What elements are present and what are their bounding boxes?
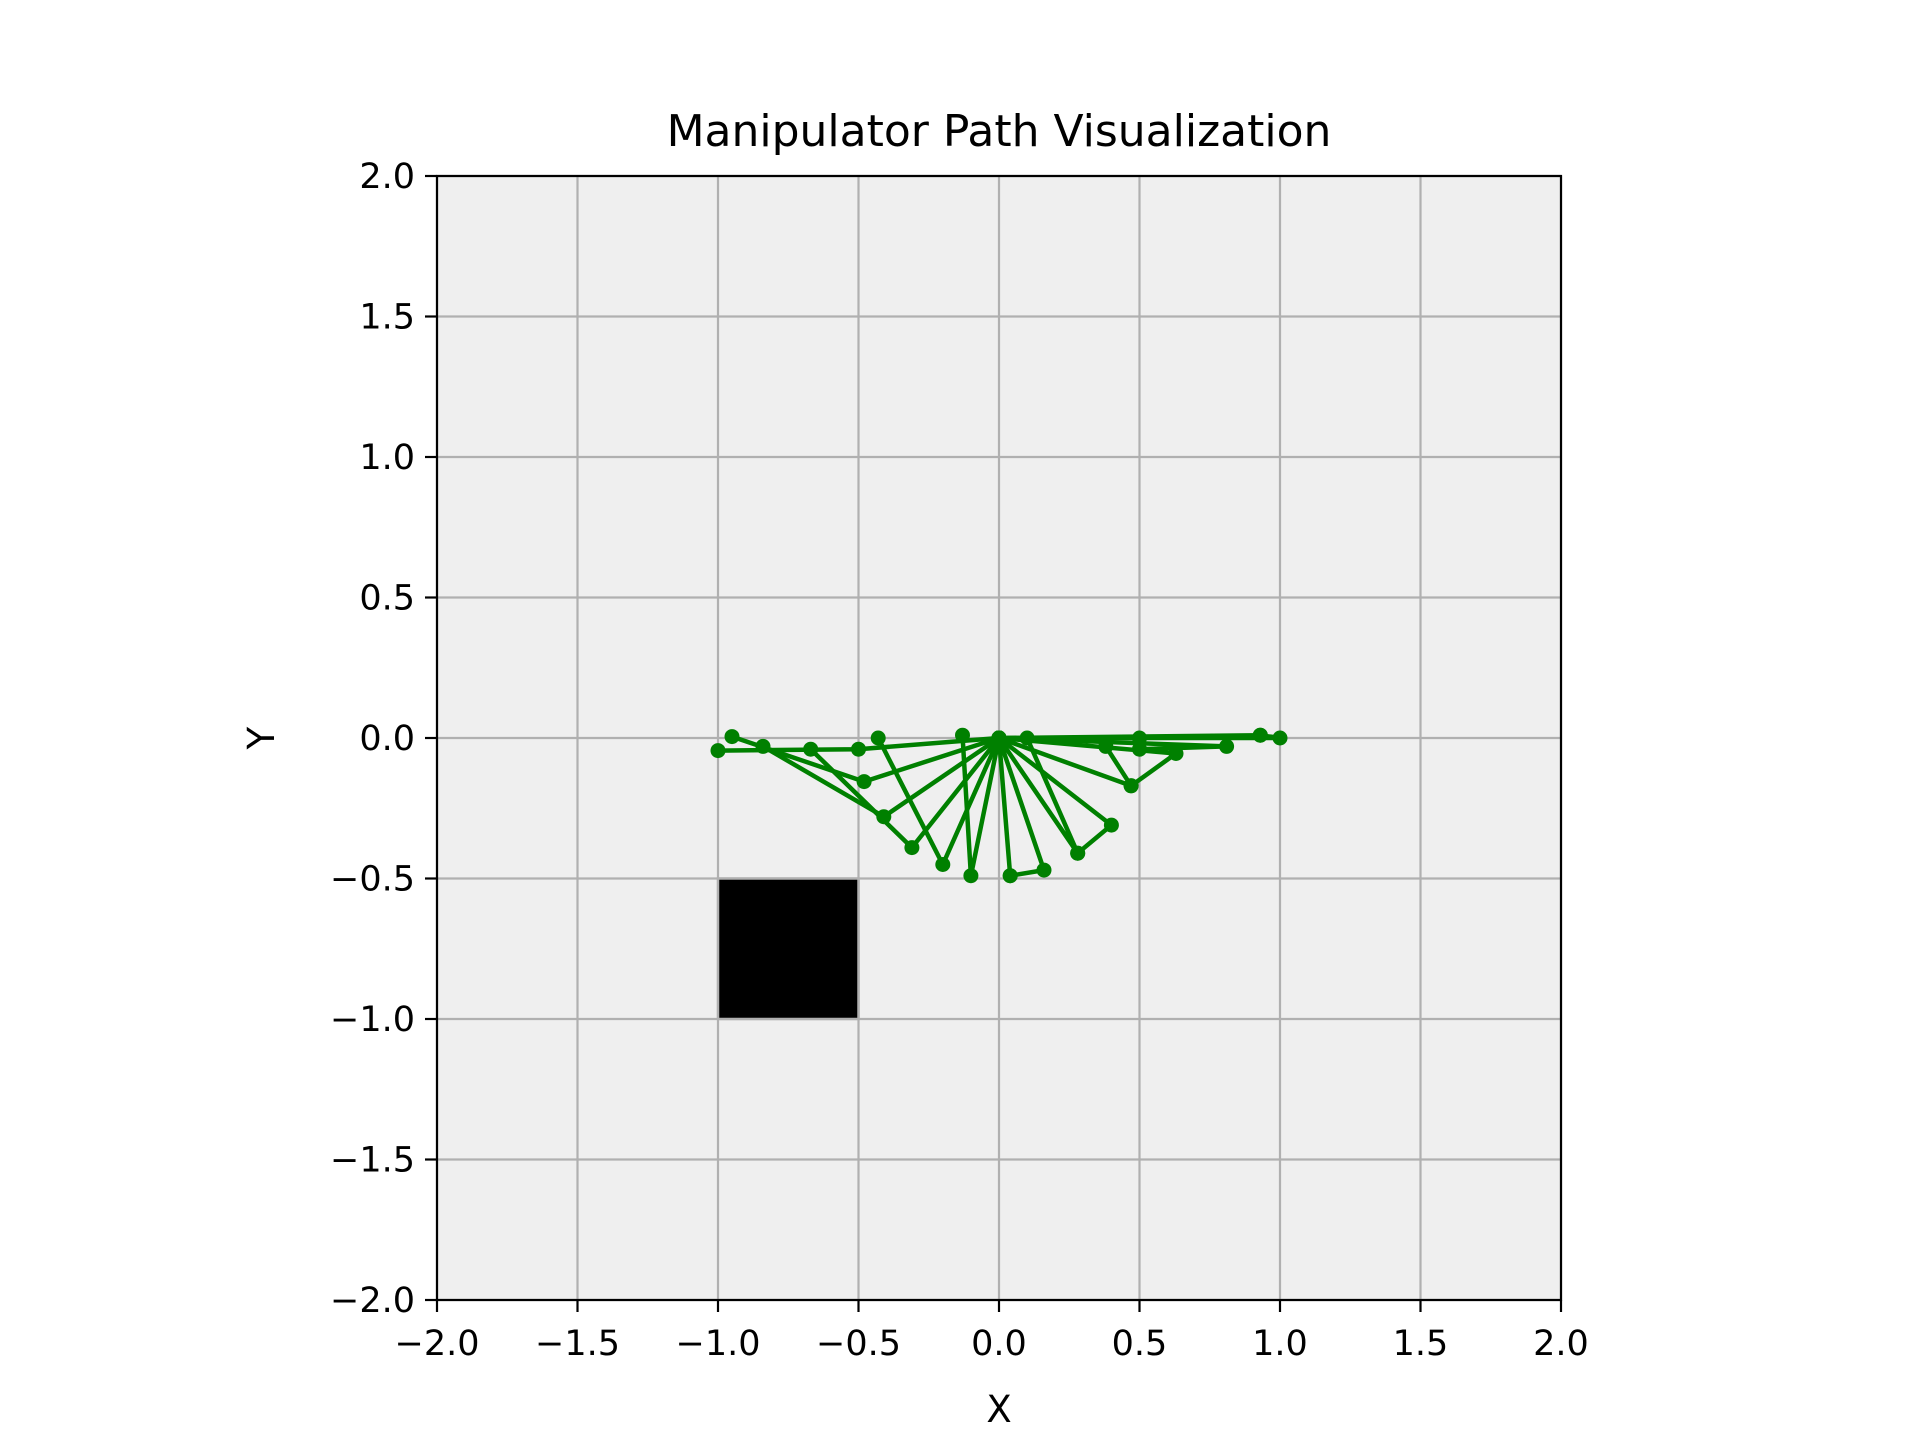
x-tick-label: 1.5 (1393, 1324, 1449, 1364)
x-tick-label: −1.5 (535, 1324, 620, 1364)
joint-point (904, 840, 920, 856)
joint-point (724, 729, 740, 745)
y-tick-label: 0.5 (359, 579, 415, 619)
y-tick-label: −2.0 (330, 1281, 415, 1321)
joint-point (851, 741, 866, 757)
joint-point (1036, 862, 1052, 878)
y-tick-label: 2.0 (359, 157, 415, 197)
joint-point (755, 738, 771, 754)
joint-point (1219, 738, 1235, 754)
y-tick-label: −1.0 (330, 1000, 415, 1040)
x-tick-label: 0.0 (971, 1324, 1027, 1364)
obstacle-layer (716, 877, 860, 1021)
joint-point (1252, 727, 1268, 743)
axis-ticks: −2.0 −1.5 −1.0 −0.5 0.0 0.5 1.0 1.5 2.0 2.0 1.5 1.0… (330, 157, 1589, 1364)
joint-point (1132, 730, 1147, 746)
x-tick-label: 1.0 (1252, 1324, 1308, 1364)
joint-point (1123, 778, 1139, 794)
y-tick-label: −0.5 (330, 860, 415, 900)
x-tick-label: 2.0 (1533, 1324, 1589, 1364)
joint-point (856, 774, 872, 790)
joint-point (1019, 730, 1035, 746)
joint-point (876, 809, 892, 825)
joint-point (1098, 738, 1114, 754)
joint-point (1070, 845, 1086, 861)
x-tick-label: −2.0 (395, 1324, 480, 1364)
y-axis-label: Y (240, 726, 283, 750)
x-axis-label: X (986, 1388, 1011, 1431)
obstacle (716, 877, 860, 1021)
y-tick-label: −1.5 (330, 1141, 415, 1181)
y-tick-label: 0.0 (359, 719, 415, 759)
arm-path-series (710, 727, 1288, 884)
joint-point (991, 730, 1007, 746)
y-tick-label: 1.0 (359, 438, 415, 478)
joint-point (1002, 868, 1018, 884)
joint-point (1272, 730, 1288, 746)
joint-point (955, 727, 970, 743)
x-tick-label: −1.0 (676, 1324, 761, 1364)
joint-point (1132, 741, 1147, 757)
joint-point (803, 741, 819, 757)
x-tick-label: −0.5 (816, 1324, 901, 1364)
y-tick-label: 1.5 (359, 298, 415, 338)
joint-point (963, 868, 979, 884)
joint-point (1168, 746, 1184, 761)
joint-point (935, 857, 951, 872)
chart-title: Manipulator Path Visualization (667, 106, 1332, 157)
x-tick-label: 0.5 (1112, 1324, 1168, 1364)
joint-point (870, 730, 886, 746)
joint-point (710, 743, 726, 759)
joint-point (1103, 817, 1119, 833)
